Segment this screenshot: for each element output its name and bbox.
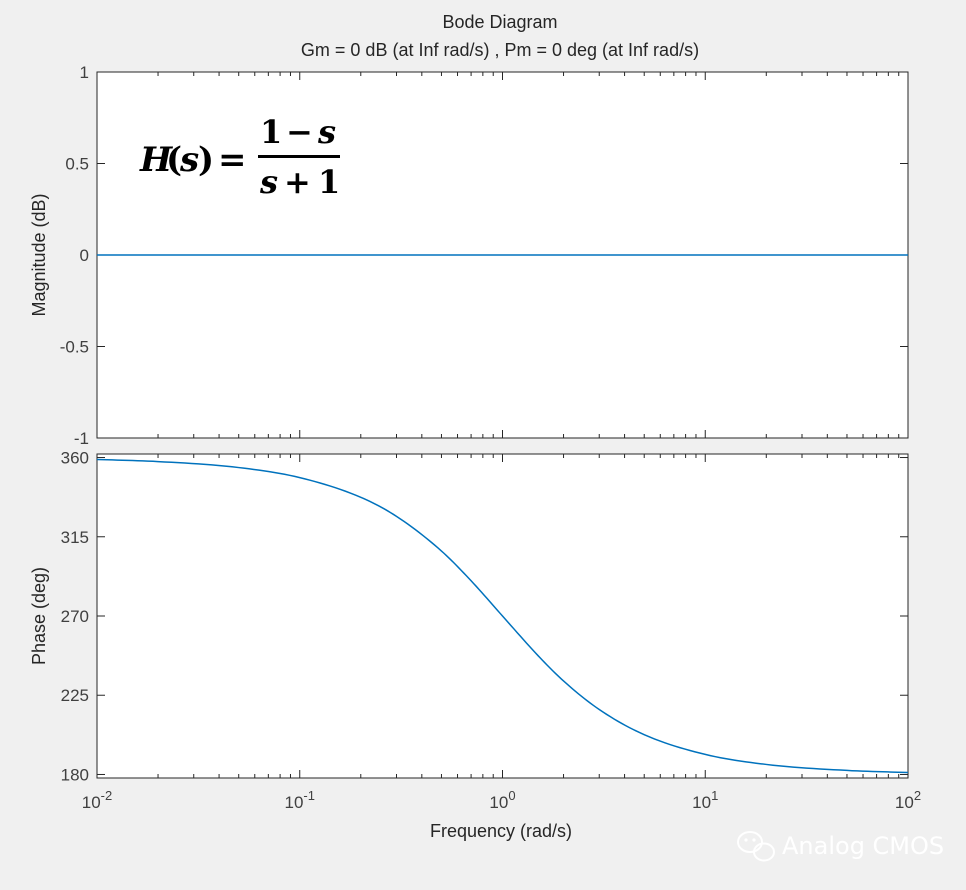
phase-ytick-label: 225 xyxy=(61,686,89,705)
frequency-xtick-label: 10-1 xyxy=(285,788,315,812)
magnitude-ytick-label: -0.5 xyxy=(60,338,89,357)
frequency-xtick-label: 102 xyxy=(895,788,921,812)
magnitude-ticks: 1 0.5 0 -0.5 -1 xyxy=(60,63,908,448)
magnitude-panel: 1 0.5 0 -0.5 -1 Magnitude (dB) xyxy=(29,63,909,448)
chart-subtitle: Gm = 0 dB (at Inf rad/s) , Pm = 0 deg (a… xyxy=(301,40,699,60)
formula-denominator-plus: + xyxy=(284,163,311,201)
transfer-function-annotation: H ( s ) = 1 − s s + 1 xyxy=(139,113,340,201)
frequency-xtick-label: 100 xyxy=(489,788,515,812)
formula-numerator-one: 1 xyxy=(260,113,282,151)
phase-panel: 360 315 270 225 180 10-2 10-1 100 101 102 Phase (… xyxy=(29,449,921,841)
frequency-xlabel: Frequency (rad/s) xyxy=(430,821,572,841)
phase-ytick-label: 180 xyxy=(61,765,89,784)
magnitude-ytick-label: 0 xyxy=(80,246,89,265)
formula-H: H xyxy=(139,140,174,180)
phase-ytick-label: 360 xyxy=(61,449,89,468)
formula-s: s xyxy=(179,140,199,180)
phase-ytick-label: 270 xyxy=(61,607,89,626)
formula-close-paren: ) xyxy=(198,140,214,180)
formula-numerator-minus: − xyxy=(286,113,313,151)
wechat-icon xyxy=(737,831,775,862)
watermark: Analog CMOS xyxy=(737,831,944,862)
formula-open-paren: ( xyxy=(166,140,182,180)
magnitude-ytick-label: 0.5 xyxy=(65,155,89,174)
phase-ytick-label: 315 xyxy=(61,528,89,547)
phase-series-line xyxy=(96,458,909,774)
watermark-text: Analog CMOS xyxy=(782,832,944,860)
magnitude-ylabel: Magnitude (dB) xyxy=(29,193,49,316)
formula-numerator-s: s xyxy=(317,113,336,151)
magnitude-ytick-label: 1 xyxy=(80,63,89,82)
frequency-xtick-label: 101 xyxy=(692,788,718,812)
phase-ylabel: Phase (deg) xyxy=(29,567,49,665)
magnitude-ytick-label: -1 xyxy=(74,429,89,448)
formula-fraction-bar xyxy=(258,155,340,158)
formula-denominator-s: s xyxy=(259,163,278,201)
chart-title: Bode Diagram xyxy=(442,12,557,32)
formula-denominator-one: 1 xyxy=(318,163,340,201)
phase-ticks: 360 315 270 225 180 10-2 10-1 100 101 102 xyxy=(61,449,921,812)
frequency-xtick-label: 10-2 xyxy=(82,788,112,812)
formula-equals: = xyxy=(218,140,247,180)
